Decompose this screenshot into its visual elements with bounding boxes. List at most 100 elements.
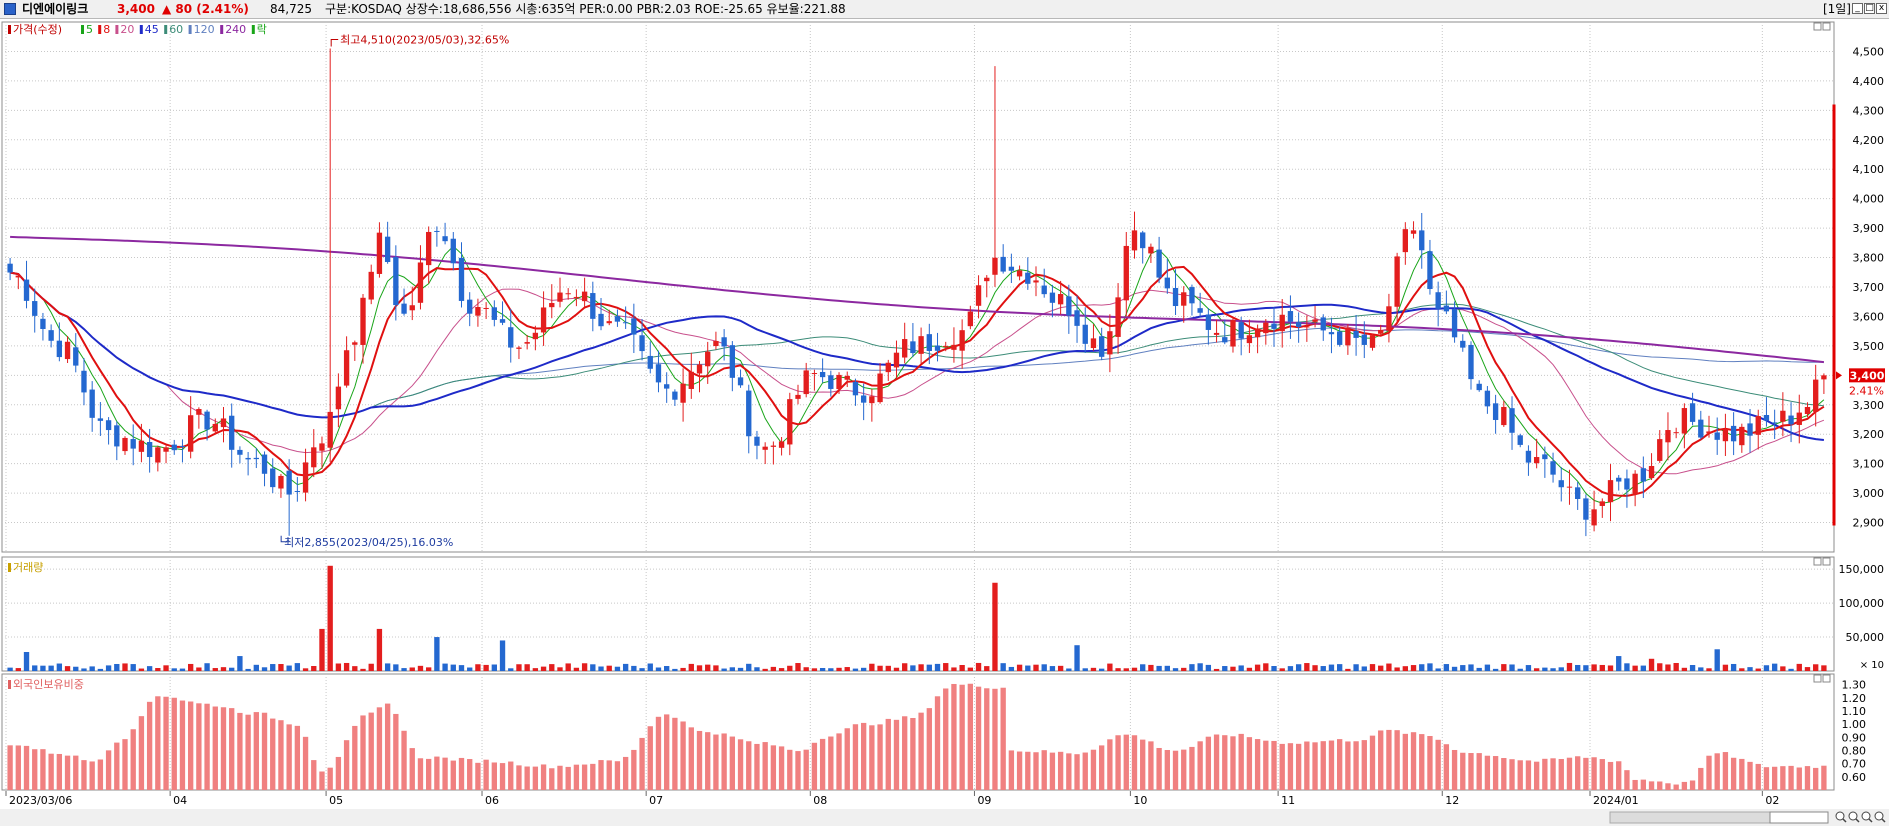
volume-bar bbox=[327, 565, 333, 671]
pane-minimize-button[interactable] bbox=[1813, 674, 1822, 683]
candle-body bbox=[1771, 422, 1778, 424]
legend-label: 60 bbox=[169, 23, 183, 36]
foreign-ratio-bar bbox=[426, 758, 432, 790]
volume-bar bbox=[819, 667, 826, 671]
zoom-in-icon[interactable] bbox=[1835, 811, 1847, 823]
candle bbox=[48, 324, 54, 348]
foreign-ratio-bar bbox=[458, 757, 465, 790]
title-bar: 디엔에이링크 3,400 ▲ 80 (2.41%) 84,725 구분:KOSD… bbox=[0, 0, 1889, 19]
legend-label: 가격(수정) bbox=[13, 23, 62, 36]
candle bbox=[885, 359, 891, 381]
candle bbox=[1386, 293, 1392, 343]
foreign-ratio-bar bbox=[1115, 735, 1121, 790]
volume-bar bbox=[549, 664, 555, 671]
candle-body bbox=[1148, 246, 1154, 254]
candle-body bbox=[114, 425, 120, 447]
candle bbox=[467, 292, 473, 327]
zoom-out-icon[interactable] bbox=[1848, 811, 1860, 823]
zoom-reset-icon[interactable] bbox=[1874, 811, 1886, 823]
candle bbox=[1706, 415, 1712, 438]
candle-body bbox=[138, 440, 145, 452]
foreign-ratio-bar bbox=[1517, 760, 1523, 790]
pane-maximize-button[interactable] bbox=[1822, 22, 1831, 31]
volume-bar bbox=[130, 664, 136, 671]
foreign-ratio-bar bbox=[885, 718, 891, 790]
candle-body bbox=[1271, 323, 1277, 329]
candle-body bbox=[1016, 270, 1023, 277]
foreign-ratio-bar bbox=[508, 761, 514, 790]
x-axis-date-label: 05 bbox=[329, 794, 343, 807]
candle bbox=[1402, 222, 1408, 265]
candle-body bbox=[1558, 480, 1564, 488]
candle-body bbox=[253, 457, 259, 460]
candle bbox=[688, 352, 694, 399]
maximize-button[interactable]: □ bbox=[1864, 3, 1875, 14]
volume-bar bbox=[1771, 663, 1778, 671]
candle bbox=[1263, 319, 1269, 345]
volume-bar bbox=[409, 667, 415, 671]
ma-8-line bbox=[9, 265, 1825, 497]
stock-chart[interactable]: 2,900 3,000 3,100 3,200 3,300 3,400 3,500 3,600… bbox=[0, 19, 1889, 826]
volume-bar bbox=[606, 665, 612, 671]
zoom-fit-icon[interactable] bbox=[1861, 811, 1873, 823]
candle-body bbox=[1599, 501, 1605, 506]
candle bbox=[1804, 402, 1811, 418]
scrollbar-thumb[interactable] bbox=[1609, 811, 1771, 824]
minimize-button[interactable]: _ bbox=[1852, 3, 1863, 14]
foreign-ratio-bar bbox=[754, 743, 760, 790]
candle bbox=[1140, 230, 1146, 264]
volume-bar bbox=[1353, 664, 1359, 671]
pane-minimize-button[interactable] bbox=[1813, 22, 1822, 31]
candle bbox=[7, 258, 13, 281]
candle-body bbox=[499, 319, 506, 323]
candle bbox=[1222, 319, 1228, 345]
volume-bar bbox=[40, 665, 46, 671]
candle bbox=[852, 378, 859, 406]
candle-body bbox=[1739, 426, 1745, 446]
volume-bar bbox=[114, 663, 120, 671]
high-marker bbox=[330, 39, 339, 47]
candle bbox=[1320, 314, 1326, 341]
volume-bar bbox=[1607, 665, 1614, 671]
zoom-slider[interactable] bbox=[1769, 811, 1829, 824]
foreign-ratio-bar bbox=[204, 703, 210, 790]
foreign-ratio-bar bbox=[1689, 780, 1696, 790]
candle-body bbox=[869, 396, 875, 404]
candle bbox=[1558, 467, 1564, 502]
volume-bar bbox=[1599, 664, 1605, 671]
candle-body bbox=[442, 236, 448, 242]
period-selector[interactable]: [1일] bbox=[1822, 2, 1851, 16]
volume-bar bbox=[212, 668, 218, 671]
volume-bar bbox=[910, 665, 916, 671]
volume-bar bbox=[975, 662, 982, 671]
candle-body bbox=[705, 351, 711, 367]
volume-bar bbox=[893, 667, 900, 671]
candle bbox=[1000, 244, 1006, 274]
candle bbox=[1254, 324, 1261, 354]
pane-maximize-button[interactable] bbox=[1822, 557, 1831, 566]
candle-body bbox=[606, 321, 612, 324]
candle-body bbox=[1000, 256, 1006, 272]
candle bbox=[1821, 373, 1827, 394]
x-axis-date-label: 08 bbox=[813, 794, 827, 807]
candle bbox=[1435, 281, 1441, 327]
volume-bar bbox=[1000, 663, 1006, 671]
foreign-ratio-bar bbox=[1509, 759, 1515, 790]
foreign-ratio-bar bbox=[1279, 743, 1285, 790]
candle bbox=[770, 441, 777, 465]
candle-body bbox=[311, 447, 317, 468]
candle-body bbox=[1427, 251, 1433, 289]
foreign-ratio-bar bbox=[105, 750, 112, 790]
candle-body bbox=[1796, 412, 1802, 425]
candle-body bbox=[294, 490, 301, 492]
candle-body bbox=[746, 390, 752, 437]
pane-minimize-button[interactable] bbox=[1813, 557, 1822, 566]
volume-bar bbox=[540, 666, 547, 671]
candle bbox=[1295, 312, 1302, 343]
close-button[interactable]: x bbox=[1876, 3, 1887, 14]
foreign-ratio-bar bbox=[1033, 752, 1039, 790]
candle bbox=[1501, 400, 1507, 427]
pane-maximize-button[interactable] bbox=[1822, 674, 1831, 683]
foreign-ratio-bar bbox=[343, 740, 350, 790]
candle-body bbox=[696, 364, 703, 374]
